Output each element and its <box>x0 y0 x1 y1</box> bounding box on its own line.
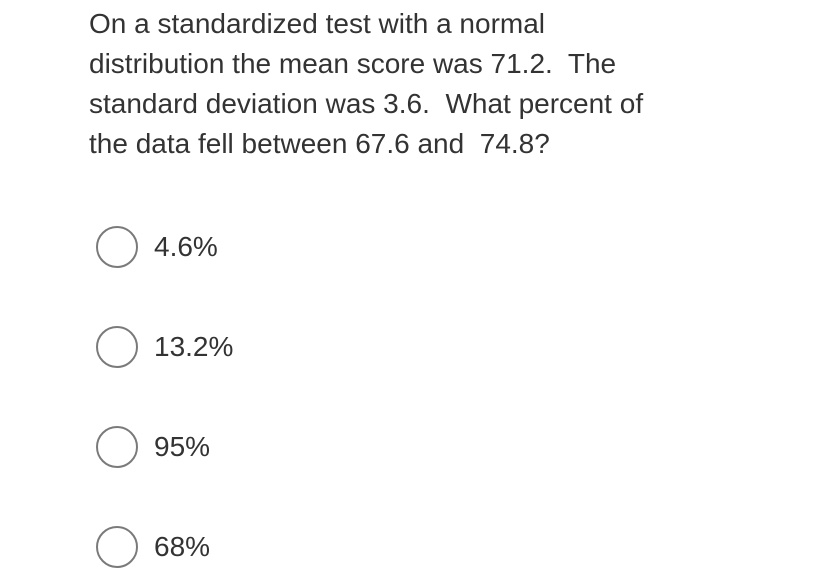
question-line: On a standardized test with a normal <box>89 8 546 39</box>
question-line: distribution the mean score was 71.2. Th… <box>89 48 617 79</box>
answer-option[interactable]: 95% <box>96 424 210 470</box>
question-line: the data fell between 67.6 and 74.8? <box>89 128 550 159</box>
option-label[interactable]: 4.6% <box>154 231 218 262</box>
question-line: standard deviation was 3.6. What percent… <box>89 88 644 119</box>
radio-button[interactable] <box>96 326 138 368</box>
radio-button[interactable] <box>96 226 138 268</box>
option-label[interactable]: 95% <box>154 431 211 462</box>
answer-option[interactable]: 13.2% <box>96 324 233 370</box>
answer-option[interactable]: 68% <box>96 524 210 570</box>
option-label[interactable]: 68% <box>154 531 211 562</box>
answer-option[interactable]: 4.6% <box>96 224 218 270</box>
question-text: On a standardized test with a normal dist… <box>89 4 809 164</box>
option-label[interactable]: 13.2% <box>154 331 234 362</box>
radio-button[interactable] <box>96 426 138 468</box>
radio-button[interactable] <box>96 526 138 568</box>
